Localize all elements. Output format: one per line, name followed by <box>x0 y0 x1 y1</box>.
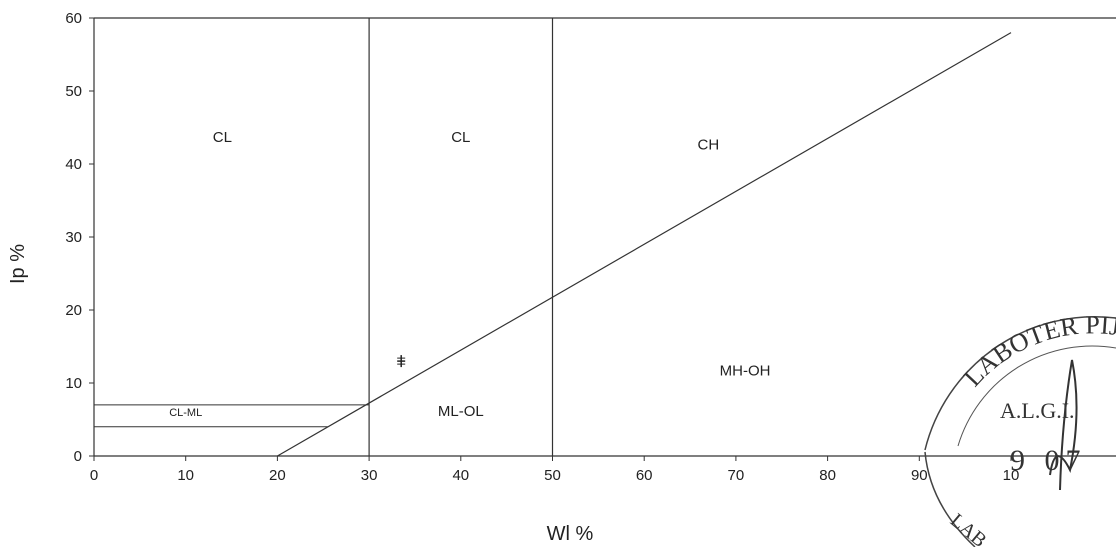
signature-scribble <box>1049 359 1078 491</box>
y-tick-label: 30 <box>65 229 82 246</box>
region-label: CH <box>698 136 720 153</box>
a-line <box>277 32 1012 457</box>
boundary-lines <box>94 18 554 456</box>
data-points <box>397 355 406 368</box>
y-tick-label: 60 <box>65 10 82 27</box>
stamp-inner-ring <box>957 345 1116 447</box>
region-label: CL-ML <box>169 407 202 419</box>
series-lines <box>277 32 1012 457</box>
y-tick-label: 0 <box>74 448 82 465</box>
x-tick-label: 10 <box>177 467 194 484</box>
stamp-bottom-text: 9 07 <box>1010 444 1087 477</box>
x-tick-label: 60 <box>636 467 653 484</box>
y-tick-label: 50 <box>65 83 82 100</box>
x-tick-label: 80 <box>819 467 836 484</box>
stamp-outer-ring <box>924 315 1116 451</box>
x-tick-label: 10 <box>1003 467 1020 484</box>
x-tick-label: 40 <box>452 467 469 484</box>
y-tick-label: 40 <box>65 156 82 173</box>
x-tick-label: 20 <box>269 467 286 484</box>
stamp-outer-ring-lower <box>924 451 976 547</box>
region-label: CL <box>451 129 470 146</box>
stamp-middle-text: A.L.G.I. <box>1000 398 1075 423</box>
region-labels: CL CL CH MH-OH ML-OL CL-ML <box>169 129 770 420</box>
y-tick-label: 20 <box>65 302 82 319</box>
data-point <box>397 355 406 368</box>
x-tick-label: 50 <box>544 467 561 484</box>
region-label: MH-OH <box>720 363 771 380</box>
y-axis-title: Ip % <box>7 244 29 284</box>
x-tick-label: 90 <box>911 467 928 484</box>
x-tick-label: 30 <box>361 467 378 484</box>
y-tick-label: 10 <box>65 375 82 392</box>
x-tick-label: 0 <box>90 467 98 484</box>
x-tick-label: 70 <box>728 467 745 484</box>
region-label: CL <box>213 129 232 146</box>
x-axis-title: Wl % <box>547 523 594 545</box>
region-label: ML-OL <box>438 403 484 420</box>
